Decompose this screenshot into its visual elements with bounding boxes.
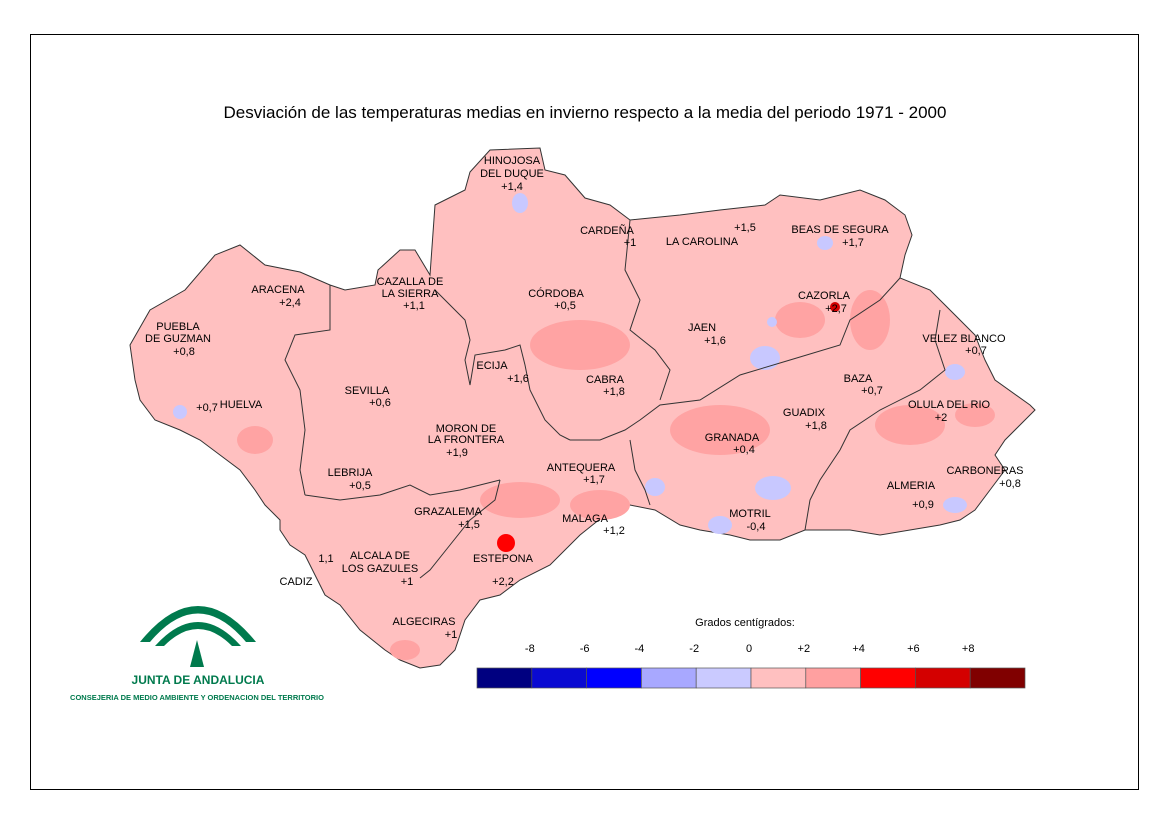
station-value: 1,1 (318, 553, 333, 565)
station-name: ALGECIRAS (393, 616, 456, 628)
hot-spot (830, 302, 840, 312)
legend-tick-label: -2 (689, 643, 699, 655)
station-name: ARACENA (251, 284, 305, 296)
legend-swatch (805, 667, 861, 689)
station-name: ALCALA DE (350, 550, 410, 562)
station-name: ECIJA (476, 360, 508, 372)
station-value: +1 (624, 237, 637, 249)
station-name: JAEN (688, 322, 716, 334)
legend-tick-label: +8 (962, 643, 975, 655)
station-name: HUELVA (220, 399, 263, 411)
legend-swatch (586, 667, 642, 689)
station-name: MOTRIL (729, 508, 771, 520)
station-value: +1,8 (603, 386, 625, 398)
station-name: GRAZALEMA (414, 506, 483, 518)
station-value: +1,7 (583, 474, 605, 486)
hot-spot (497, 534, 515, 552)
cool-patches (173, 193, 967, 534)
legend-swatch (641, 667, 697, 689)
station-value: +0,4 (733, 444, 755, 456)
station-name: VELEZ BLANCO (922, 333, 1006, 345)
station-name: GRANADA (705, 432, 760, 444)
station-name: ESTEPONA (473, 553, 534, 565)
station-name: CAZORLA (798, 290, 851, 302)
province-borders (284, 219, 946, 579)
legend-tick-label: -8 (525, 643, 535, 655)
station-name: CABRA (586, 374, 625, 386)
legend-tick-label: 0 (746, 643, 752, 655)
station-name: DEL DUQUE (480, 168, 544, 180)
station-name: LA FRONTERA (428, 434, 505, 446)
station-name: CÓRDOBA (528, 287, 584, 300)
legend-swatch (860, 667, 916, 689)
legend-swatch (531, 667, 587, 689)
legend-swatch (476, 667, 533, 689)
station-value: +1 (401, 576, 414, 588)
station-name: DE GUZMAN (145, 333, 211, 345)
station-name: BAZA (844, 373, 873, 385)
station-name: LOS GAZULES (342, 563, 418, 575)
station-name: OLULA DEL RIO (908, 399, 991, 411)
station-name: ANTEQUERA (547, 462, 616, 474)
region-outline (129, 147, 1036, 669)
station-value: +0,5 (349, 480, 371, 492)
station-name: LA SIERRA (382, 288, 440, 300)
station-value: +1,5 (734, 222, 756, 234)
logo: JUNTA DE ANDALUCIA CONSEJERIA DE MEDIO A… (70, 606, 324, 702)
station-name: CARDEÑA (580, 224, 634, 237)
station-value: +0,5 (554, 300, 576, 312)
station-value: +1,2 (603, 525, 625, 537)
station-value: +1,6 (704, 335, 726, 347)
station-name: BEAS DE SEGURA (791, 224, 889, 236)
station-name: HINOJOSA (484, 155, 541, 167)
legend-tick-label: +2 (798, 643, 811, 655)
map-title: Desviación de las temperaturas medias en… (224, 103, 947, 122)
legend-tick-label: +6 (907, 643, 920, 655)
station-name: PUEBLA (156, 321, 200, 333)
station-value: +1,4 (501, 181, 523, 193)
station-value: +1 (445, 629, 458, 641)
station-value: +1,6 (507, 373, 529, 385)
station-value: +1,9 (446, 447, 468, 459)
station-value: +0,7 (861, 385, 883, 397)
station-value: +0,9 (912, 499, 934, 511)
legend-swatch (695, 667, 752, 689)
legend-tick-label: -6 (580, 643, 590, 655)
station-name: MALAGA (562, 513, 609, 525)
station-value: +1,8 (805, 420, 827, 432)
station-value: +0,6 (369, 397, 391, 409)
legend-swatch (750, 667, 807, 689)
logo-department: CONSEJERIA DE MEDIO AMBIENTE Y ORDENACIO… (70, 693, 324, 702)
logo-name: JUNTA DE ANDALUCIA (132, 673, 265, 687)
station-value: +0,7 (965, 345, 987, 357)
legend-swatch (969, 667, 1026, 689)
station-value: +1,7 (842, 237, 864, 249)
station-name: ALMERIA (887, 480, 936, 492)
station-name: SEVILLA (345, 385, 390, 397)
station-name: CARBONERAS (946, 465, 1023, 477)
station-name: MORON DE (436, 423, 497, 435)
station-value: +2,4 (279, 297, 301, 309)
legend-tick-label: -4 (635, 643, 645, 655)
station-value: +1,5 (458, 519, 480, 531)
warm-patches (237, 290, 995, 660)
station-name: LA CAROLINA (666, 236, 739, 248)
station-value: +2 (935, 412, 948, 424)
station-value: +2,2 (492, 576, 514, 588)
station-value: +0,7 (196, 402, 218, 414)
station-value: -0,4 (747, 521, 766, 533)
station-name: GUADIX (783, 407, 826, 419)
legend-title: Grados centígrados: (695, 617, 795, 629)
station-name: CADIZ (280, 576, 313, 588)
legend-swatch (915, 667, 971, 689)
station-value: +0,8 (999, 478, 1021, 490)
station-value: +1,1 (403, 300, 425, 312)
legend-tick-label: +4 (852, 643, 865, 655)
station-value: +0,8 (173, 346, 195, 358)
station-name: LEBRIJA (328, 467, 373, 479)
station-value: +2,7 (825, 303, 847, 315)
station-name: CAZALLA DE (377, 276, 444, 288)
